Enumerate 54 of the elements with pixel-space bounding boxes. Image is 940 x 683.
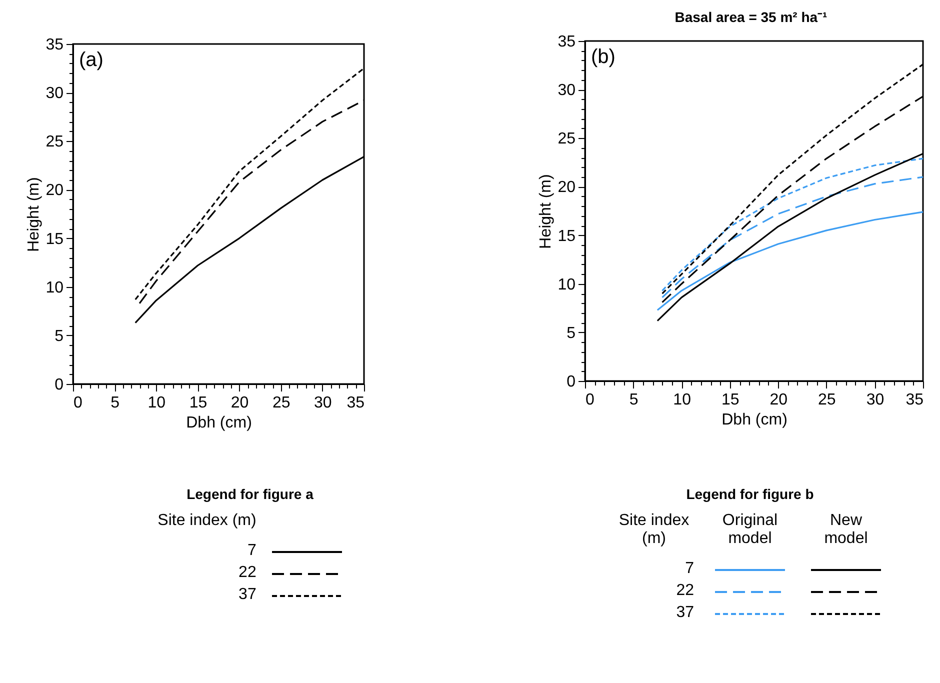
legend-label: 37 bbox=[238, 585, 258, 605]
y-tick-label: 10 bbox=[558, 276, 576, 294]
x-axis-title: Dbh (cm) bbox=[186, 414, 252, 432]
chart-title: Basal area = 35 m² ha⁻¹ bbox=[674, 8, 828, 27]
y-tick-label: 5 bbox=[566, 324, 576, 342]
text: Site index (m) bbox=[156, 511, 258, 531]
legend-label: 7 bbox=[246, 541, 258, 561]
y-tick-label: 15 bbox=[46, 230, 64, 248]
y-tick-label: 10 bbox=[46, 279, 64, 296]
y-axis-title: Height (m) bbox=[26, 177, 43, 252]
x-tick-label: 20 bbox=[770, 392, 788, 408]
legend-label: 22 bbox=[238, 563, 258, 583]
x-tick-label: 10 bbox=[673, 392, 692, 408]
y-tick-label: 20 bbox=[46, 182, 64, 200]
y-tick-label: 15 bbox=[558, 228, 576, 245]
x-axis-title: Dbh (cm) bbox=[722, 412, 788, 428]
x-tick-label: 10 bbox=[148, 394, 166, 412]
x-tick-label: 25 bbox=[272, 394, 290, 412]
legend-title: Legend for figure a bbox=[186, 486, 314, 502]
x-tick-label: 0 bbox=[586, 392, 594, 408]
x-tick-label: 35 bbox=[346, 394, 365, 412]
x-tick-label: 0 bbox=[74, 394, 82, 412]
y-axis-title: Height (m) bbox=[538, 174, 555, 249]
y-tick-label: 30 bbox=[558, 82, 576, 100]
x-tick-label: 35 bbox=[906, 392, 924, 408]
x-tick-label: 5 bbox=[110, 394, 120, 412]
text: Original model bbox=[721, 511, 779, 549]
x-tick-label: 15 bbox=[721, 392, 740, 408]
y-tick-label: 20 bbox=[558, 179, 576, 196]
y-tick-label: 0 bbox=[54, 376, 64, 394]
x-tick-label: 15 bbox=[189, 394, 208, 412]
line-series bbox=[656, 211, 924, 311]
y-tick-label: 30 bbox=[46, 85, 64, 102]
line-series bbox=[661, 158, 924, 292]
text: New model bbox=[823, 511, 869, 549]
y-tick-label: 35 bbox=[46, 36, 64, 54]
annotation: (a) bbox=[79, 49, 104, 71]
x-tick-label: 30 bbox=[866, 392, 884, 408]
y-tick-label: 5 bbox=[54, 328, 64, 345]
x-tick-label: 30 bbox=[314, 394, 332, 412]
y-tick-label: 35 bbox=[558, 34, 576, 50]
y-tick-label: 0 bbox=[566, 374, 576, 390]
legend-label: 37 bbox=[675, 603, 695, 623]
x-tick-label: 20 bbox=[230, 394, 249, 412]
legend-label: 7 bbox=[684, 559, 695, 579]
y-tick-label: 25 bbox=[558, 130, 576, 148]
x-tick-label: 5 bbox=[629, 392, 638, 408]
annotation: (b) bbox=[591, 46, 616, 68]
legend-label: 22 bbox=[675, 581, 695, 601]
y-tick-label: 25 bbox=[46, 134, 64, 151]
line-series bbox=[661, 176, 924, 298]
text: Site index (m) bbox=[618, 511, 690, 549]
x-tick-label: 25 bbox=[818, 392, 836, 408]
legend-title: Legend for figure b bbox=[685, 486, 815, 502]
